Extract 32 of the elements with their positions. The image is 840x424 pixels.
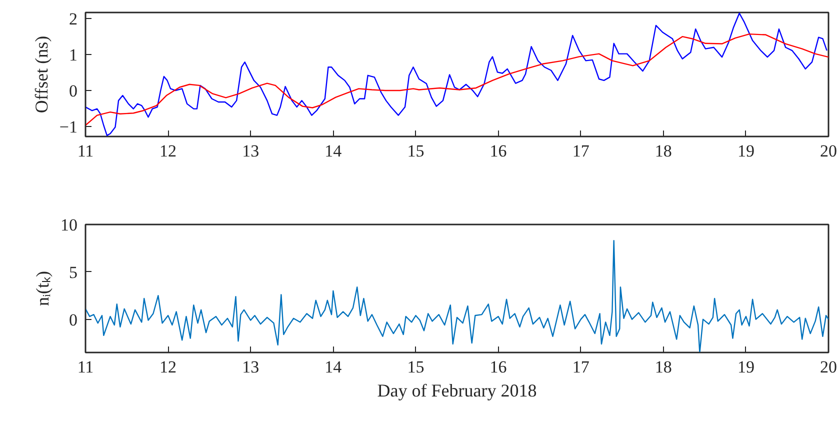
y-tick-label: 1 — [69, 46, 78, 65]
x-tick-label: 18 — [654, 358, 672, 376]
y-axis-title: Offset (ns) — [31, 36, 52, 114]
x-tick-label: 15 — [407, 142, 424, 160]
x-tick-label: 11 — [77, 358, 94, 376]
x-tick-label: 14 — [324, 142, 342, 160]
y-axis-title: nᵢ(tₖ) — [32, 271, 52, 306]
x-tick-label: 12 — [160, 358, 177, 376]
line-series — [86, 12, 828, 136]
y-tick-label: 0 — [69, 81, 78, 100]
x-tick-label: 12 — [160, 142, 177, 160]
x-tick-label: 17 — [572, 142, 590, 160]
y-tick-label: −1 — [59, 117, 78, 136]
x-tick-label: 15 — [407, 358, 424, 376]
x-tick-label: 13 — [242, 358, 260, 376]
x-tick-label: 18 — [654, 142, 672, 160]
y-tick-label: 2 — [69, 10, 78, 29]
y-tick-label: 0 — [69, 310, 78, 330]
y-tick-label: 5 — [69, 262, 78, 282]
x-tick-label: 11 — [77, 142, 94, 160]
x-tick-label: 19 — [737, 358, 754, 376]
x-tick-label: 13 — [242, 142, 260, 160]
x-tick-label: 17 — [572, 358, 590, 376]
x-axis-title: Day of February 2018 — [377, 380, 537, 400]
x-tick-label: 20 — [820, 142, 837, 160]
x-tick-label: 20 — [820, 358, 837, 376]
x-tick-label: 14 — [324, 358, 342, 376]
x-tick-label: 16 — [490, 358, 507, 376]
y-tick-label: 10 — [60, 216, 78, 234]
x-tick-label: 19 — [737, 142, 754, 160]
line-series — [86, 33, 828, 126]
x-tick-label: 16 — [490, 142, 507, 160]
